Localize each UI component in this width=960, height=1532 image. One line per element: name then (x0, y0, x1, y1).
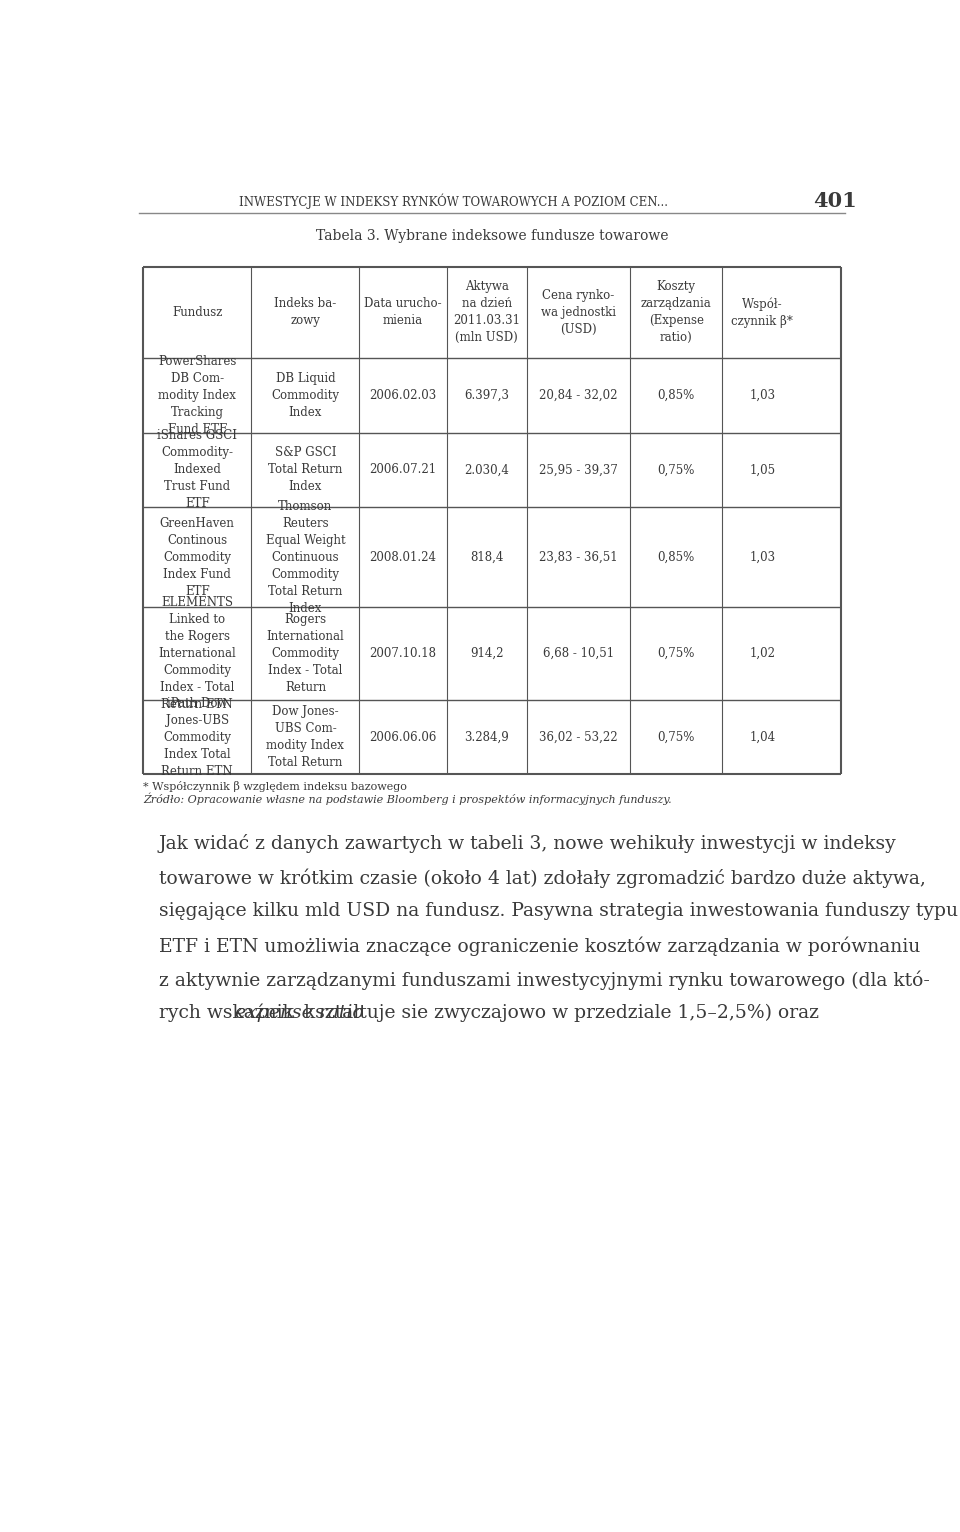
Text: 914,2: 914,2 (470, 647, 503, 660)
Text: Data urucho-
mienia: Data urucho- mienia (364, 297, 442, 328)
Text: Thomson
Reuters
Equal Weight
Continuous
Commodity
Total Return
Index: Thomson Reuters Equal Weight Continuous … (266, 499, 346, 614)
Text: 1,02: 1,02 (750, 647, 776, 660)
Text: GreenHaven
Continous
Commodity
Index Fund
ETF: GreenHaven Continous Commodity Index Fun… (160, 516, 235, 597)
Text: 1,05: 1,05 (749, 463, 776, 476)
Text: 2006.06.06: 2006.06.06 (370, 731, 437, 743)
Text: 3.284,9: 3.284,9 (465, 731, 509, 743)
Text: iPath Dow
Jones-UBS
Commodity
Index Total
Return ETN: iPath Dow Jones-UBS Commodity Index Tota… (161, 697, 233, 778)
Text: 1,03: 1,03 (749, 552, 776, 564)
Text: Cena rynko-
wa jednostki
(USD): Cena rynko- wa jednostki (USD) (541, 290, 616, 336)
Text: 0,75%: 0,75% (658, 463, 695, 476)
Text: sięgające kilku mld USD na fundusz. Pasywna strategia inwestowania funduszy typu: sięgające kilku mld USD na fundusz. Pasy… (158, 902, 958, 921)
Text: 6,68 - 10,51: 6,68 - 10,51 (543, 647, 614, 660)
Text: 2006.02.03: 2006.02.03 (370, 389, 437, 401)
Text: Tabela 3. Wybrane indeksowe fundusze towarowe: Tabela 3. Wybrane indeksowe fundusze tow… (316, 230, 668, 244)
Text: 2007.10.18: 2007.10.18 (370, 647, 437, 660)
Text: 1,04: 1,04 (749, 731, 776, 743)
Text: Współ-
czynnik β*: Współ- czynnik β* (732, 297, 793, 328)
Text: 1,03: 1,03 (749, 389, 776, 401)
Text: Koszty
zarządzania
(Expense
ratio): Koszty zarządzania (Expense ratio) (640, 280, 711, 345)
Text: Źródło: Opracowanie własne na podstawie Bloomberg i prospektów informacyjnych fu: Źródło: Opracowanie własne na podstawie … (143, 794, 672, 806)
Text: Aktywa
na dzień
2011.03.31
(mln USD): Aktywa na dzień 2011.03.31 (mln USD) (453, 280, 520, 345)
Text: ELEMENTS
Linked to
the Rogers
International
Commodity
Index - Total
Return ETN: ELEMENTS Linked to the Rogers Internatio… (158, 596, 236, 711)
Text: * Współczynnik β względem indeksu bazowego: * Współczynnik β względem indeksu bazowe… (143, 781, 407, 792)
Text: Jak widać z danych zawartych w tabeli 3, nowe wehikuły inwestycji w indeksy: Jak widać z danych zawartych w tabeli 3,… (158, 835, 897, 853)
Text: expense ratio: expense ratio (235, 1003, 364, 1022)
Text: 0,75%: 0,75% (658, 731, 695, 743)
Text: 401: 401 (813, 192, 856, 211)
Text: Dow Jones-
UBS Com-
modity Index
Total Return: Dow Jones- UBS Com- modity Index Total R… (267, 705, 345, 769)
Text: 0,85%: 0,85% (658, 389, 695, 401)
Text: 20,84 - 32,02: 20,84 - 32,02 (540, 389, 617, 401)
Text: 2008.01.24: 2008.01.24 (370, 552, 437, 564)
Text: Indeks ba-
zowy: Indeks ba- zowy (275, 297, 337, 328)
Text: 36,02 - 53,22: 36,02 - 53,22 (540, 731, 618, 743)
Text: 0,75%: 0,75% (658, 647, 695, 660)
Text: 818,4: 818,4 (470, 552, 503, 564)
Text: z aktywnie zarządzanymi funduszami inwestycyjnymi rynku towarowego (dla któ-: z aktywnie zarządzanymi funduszami inwes… (158, 970, 929, 990)
Text: iShares GSCI
Commodity-
Indexed
Trust Fund
ETF: iShares GSCI Commodity- Indexed Trust Fu… (157, 429, 237, 510)
Text: rych wskaźnik: rych wskaźnik (158, 1003, 300, 1022)
Text: 6.397,3: 6.397,3 (465, 389, 509, 401)
Text: 25,95 - 39,37: 25,95 - 39,37 (540, 463, 618, 476)
Text: 2.030,4: 2.030,4 (465, 463, 509, 476)
Text: ETF i ETN umożliwia znaczące ograniczenie kosztów zarządzania w porównaniu: ETF i ETN umożliwia znaczące ograniczeni… (158, 936, 920, 956)
Text: towarowe w krótkim czasie (około 4 lat) zdołały zgromadzić bardzo duże aktywa,: towarowe w krótkim czasie (około 4 lat) … (158, 869, 925, 889)
Text: 0,85%: 0,85% (658, 552, 695, 564)
Text: INWESTYCJE W INDEKSY RYNKÓW TOWAROWYCH A POZIOM CEN...: INWESTYCJE W INDEKSY RYNKÓW TOWAROWYCH A… (239, 193, 668, 208)
Text: S&P GSCI
Total Return
Index: S&P GSCI Total Return Index (268, 446, 343, 493)
Text: DB Liquid
Commodity
Index: DB Liquid Commodity Index (272, 372, 340, 418)
Text: PowerShares
DB Com-
modity Index
Tracking
Fund ETF: PowerShares DB Com- modity Index Trackin… (158, 355, 236, 435)
Text: 2006.07.21: 2006.07.21 (370, 463, 437, 476)
Text: 23,83 - 36,51: 23,83 - 36,51 (540, 552, 618, 564)
Text: Fundusz: Fundusz (172, 306, 223, 319)
Text: kształtuje sie zwyczajowo w przedziale 1,5–2,5%) oraz: kształtuje sie zwyczajowo w przedziale 1… (298, 1003, 819, 1022)
Text: Rogers
International
Commodity
Index - Total
Return: Rogers International Commodity Index - T… (267, 613, 345, 694)
